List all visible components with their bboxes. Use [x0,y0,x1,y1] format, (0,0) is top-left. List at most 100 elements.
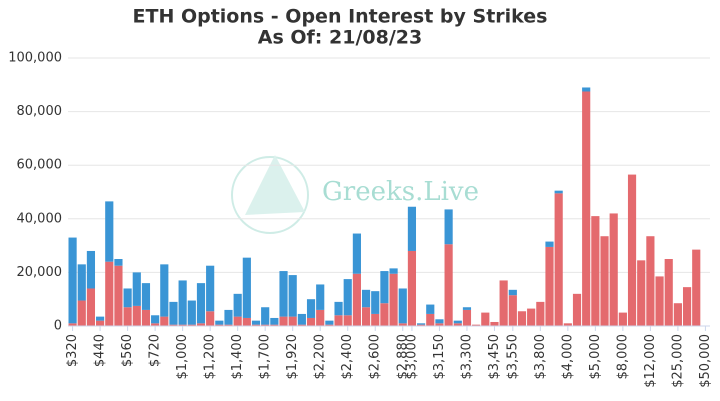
bar [86,288,96,326]
bar [224,324,233,326]
bar [481,312,490,326]
bar [582,91,591,326]
y-tick-label: 80,000 [17,104,63,119]
bar [123,307,132,326]
bar [224,309,233,325]
bar [334,315,343,326]
bar [407,250,417,326]
y-tick-label: 40,000 [17,211,63,226]
bar [398,288,407,324]
bar [288,316,297,326]
bar [371,313,380,326]
x-tick-label: $2,200 [313,334,328,380]
x-tick-label: $3,450 [487,334,502,380]
x-tick-label: $1,920 [285,334,300,380]
bar [242,257,251,318]
bar [270,317,279,325]
y-tick-label: 60,000 [17,158,63,173]
x-tick-label: $2,600 [368,334,383,380]
x-tick-label: $1,700 [258,334,273,380]
x-tick-label: $8,000 [615,334,630,380]
chart-title: ETH Options - Open Interest by Strikes [133,6,548,28]
x-tick-label: $25,000 [670,334,685,388]
bar [169,301,178,325]
x-tick-label: $2,400 [340,334,355,380]
bar [279,271,288,317]
x-tick-label: $3,000 [404,334,419,380]
bar [673,303,682,326]
x-tick-label: $440 [93,334,108,367]
y-tick-label: 0 [54,319,62,334]
bar [297,313,306,325]
bar [187,324,196,326]
bar [105,261,114,326]
bar [361,307,371,326]
bar [334,301,343,316]
bar [462,309,472,326]
bar [114,259,123,266]
x-tick-label: $2,880 [395,334,410,380]
bar [242,317,251,326]
bar [361,289,371,308]
bar [508,295,517,326]
bar [316,309,325,326]
bar [627,174,637,326]
bar [692,249,701,326]
bar [96,320,105,326]
bar [444,244,453,326]
bar [77,300,86,326]
bar [261,324,270,326]
bar [352,273,361,326]
bar [389,273,398,326]
bar [655,276,664,326]
x-tick-label: $3,150 [432,334,447,380]
bar [444,209,453,245]
y-tick-label: 100,000 [8,51,62,66]
bar [215,320,224,325]
bar [646,236,655,326]
x-tick-label: $1,400 [230,334,245,380]
x-tick-label: $1,200 [203,334,218,380]
bar [105,201,114,262]
bar [288,275,297,317]
bar [508,289,517,296]
bar [178,280,187,325]
bar [600,236,609,326]
x-tick-label: $3,550 [505,334,520,380]
bar [343,279,352,316]
bar [417,323,426,325]
bar [563,323,572,326]
x-tick-label: $560 [120,334,135,367]
bar [435,323,444,326]
x-tick-label: $4,000 [560,334,575,380]
bar [196,323,206,326]
bar [306,317,316,326]
bar [490,321,499,326]
bar [178,324,187,326]
bar [435,319,444,324]
bar [151,323,160,326]
bar [325,324,334,326]
bar [637,260,646,326]
x-tick-label: $50,000 [698,334,713,388]
bar [160,264,169,317]
bar [187,300,196,325]
bar [380,271,389,304]
bar [215,324,224,326]
bar [453,320,462,324]
bar [380,303,389,326]
bar [453,323,462,326]
bar [297,324,306,326]
x-tick-label: $320 [65,334,80,367]
chart-subtitle: As Of: 21/08/23 [258,27,422,49]
bar [169,324,178,326]
bar [68,237,77,324]
bar [206,311,215,326]
bar [96,316,105,321]
bar [343,315,352,326]
x-tick-label: $5,000 [588,334,603,380]
bar [426,304,435,314]
bar [517,311,527,326]
bar [233,316,242,326]
bar [68,323,77,326]
